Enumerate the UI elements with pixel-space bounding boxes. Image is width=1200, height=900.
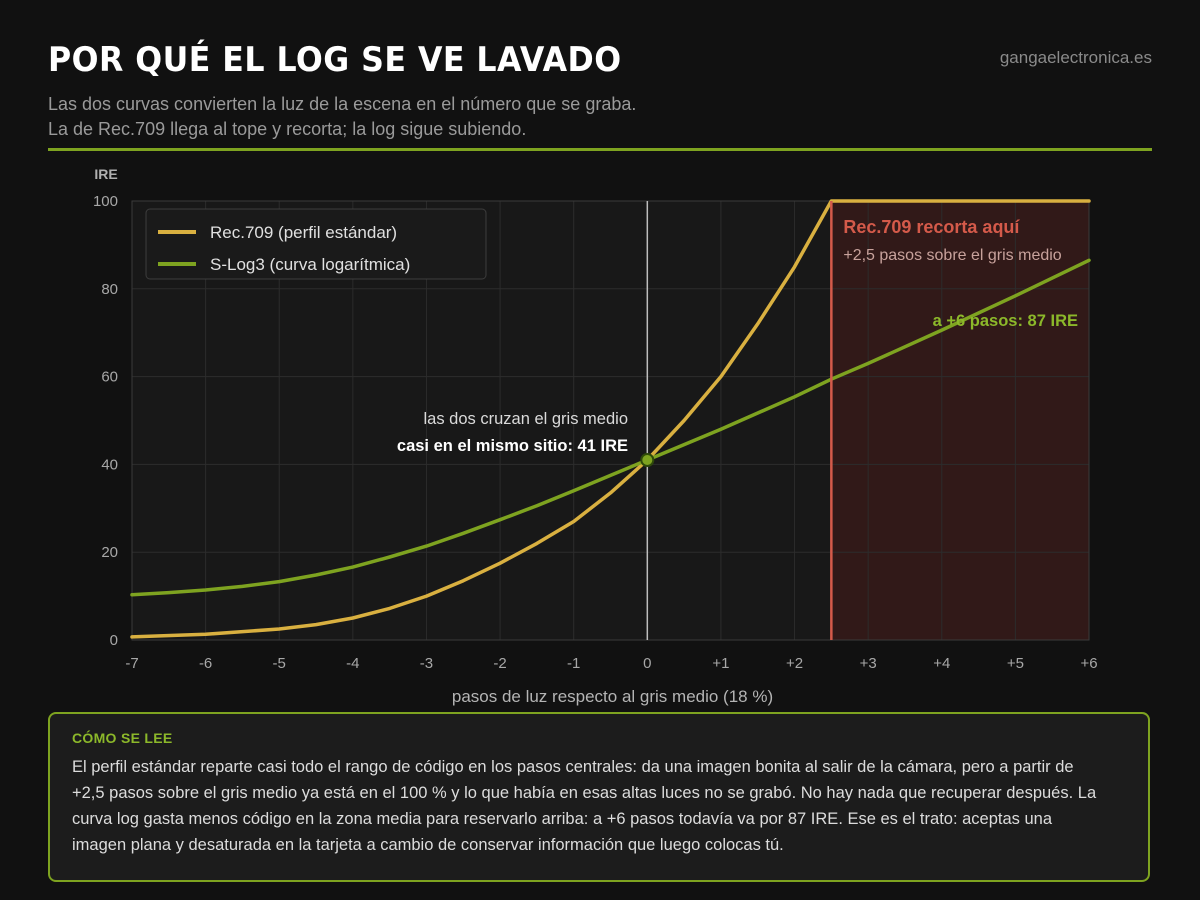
cross-annotation-line-2: casi en el mismo sitio: 41 IRE xyxy=(397,437,628,455)
x-tick-label: -5 xyxy=(273,655,286,672)
y-tick-label: 100 xyxy=(93,193,118,210)
cross-annotation-line-1: las dos cruzan el gris medio xyxy=(423,410,628,428)
series-line-rec709 xyxy=(130,199,1091,639)
subtitle-line-1: Las dos curvas convierten la luz de la e… xyxy=(48,94,637,114)
site-name: gangaelectronica.es xyxy=(999,48,1152,67)
x-tick-label: +5 xyxy=(1007,655,1024,672)
legend-box xyxy=(145,208,487,280)
legend-label-rec709: Rec.709 (perfil estándar) xyxy=(210,223,397,242)
log-annotation: a +6 pasos: 87 IRE xyxy=(933,312,1078,330)
cross-point-marker xyxy=(640,453,655,468)
x-tick-label: +1 xyxy=(712,655,729,672)
y-axis-label: IRE xyxy=(94,166,117,182)
series-line-slog3 xyxy=(130,258,1091,597)
note-title: CÓMO SE LEE xyxy=(72,730,173,746)
x-tick-label: -1 xyxy=(567,655,580,672)
clip-annotation-subtitle: +2,5 pasos sobre el gris medio xyxy=(843,247,1061,264)
x-tick-label: -4 xyxy=(346,655,359,672)
plot-border xyxy=(131,200,1090,641)
y-tick-label: 20 xyxy=(101,544,118,561)
x-tick-label: +2 xyxy=(786,655,803,672)
x-tick-label: +4 xyxy=(933,655,950,672)
x-axis-label: pasos de luz respecto al gris medio (18 … xyxy=(452,687,773,706)
y-tick-label: 0 xyxy=(110,632,118,649)
y-tick-label: 60 xyxy=(101,369,118,386)
clip-annotation-title: Rec.709 recorta aquí xyxy=(843,217,1020,237)
x-tick-label: 0 xyxy=(643,655,651,672)
x-tick-label: +6 xyxy=(1080,655,1097,672)
x-tick-label: -7 xyxy=(125,655,138,672)
x-tick-label: -2 xyxy=(493,655,506,672)
y-tick-label: 40 xyxy=(101,456,118,473)
header-divider xyxy=(48,148,1152,151)
subtitle-line-2: La de Rec.709 llega al tope y recorta; l… xyxy=(48,119,527,139)
x-tick-label: -6 xyxy=(199,655,212,672)
subtitle: Las dos curvas convierten la luz de la e… xyxy=(48,92,636,142)
chart: 0 20 40 60 80 100 -7 -6 -5 -4 -3 -2 -1 0 +1 +2 +3 +4 +5 +6 I… xyxy=(93,166,1098,706)
note-box: CÓMO SE LEE El perfil estándar reparte c… xyxy=(48,712,1150,882)
legend-label-slog3: S-Log3 (curva logarítmica) xyxy=(210,255,410,274)
page-title: POR QUÉ EL LOG SE VE LAVADO xyxy=(48,40,622,80)
x-tick-label: +3 xyxy=(860,655,877,672)
y-tick-label: 80 xyxy=(101,281,118,298)
clip-region xyxy=(831,201,1089,640)
note-text: El perfil estándar reparte casi todo el … xyxy=(72,758,1097,854)
x-tick-label: -3 xyxy=(420,655,433,672)
